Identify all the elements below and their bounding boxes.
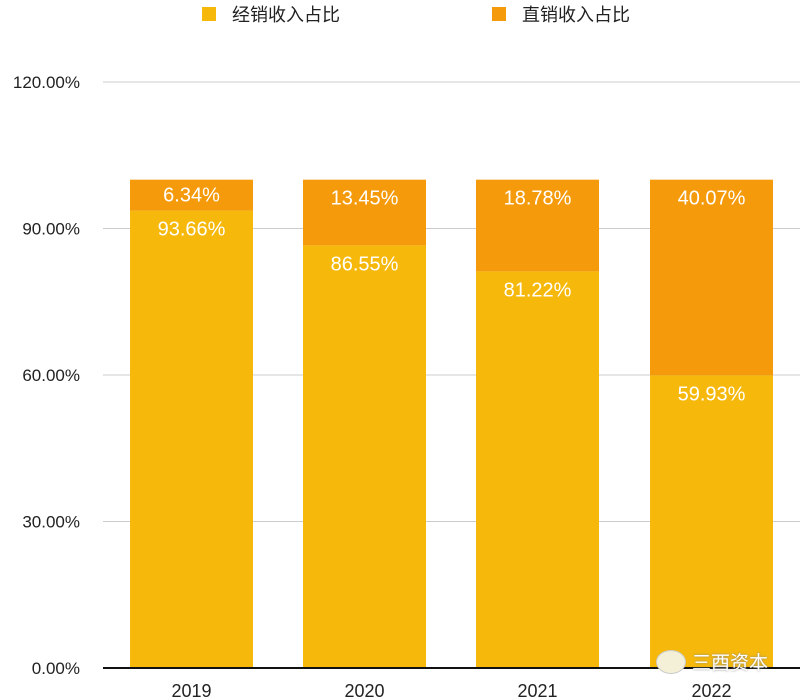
wechat-icon [656, 649, 686, 674]
y-tick-label: 60.00% [22, 366, 80, 385]
x-tick-label: 2019 [171, 681, 211, 700]
legend-label: 经销收入占比 [232, 5, 340, 26]
bar-segment [303, 179, 426, 246]
bar-segment [130, 179, 253, 211]
y-tick-label: 0.00% [32, 659, 80, 678]
legend-swatch [492, 7, 506, 21]
data-label: 6.34% [163, 185, 220, 207]
data-label: 93.66% [158, 219, 226, 241]
y-tick-label: 120.00% [13, 73, 80, 92]
legend-swatch [202, 7, 216, 21]
x-tick-label: 2020 [344, 681, 384, 700]
data-label: 59.93% [678, 383, 746, 405]
data-label: 40.07% [678, 188, 746, 210]
bar-segment [476, 271, 599, 668]
legend-label: 直销收入占比 [522, 5, 630, 26]
watermark: 三酉资本 [656, 648, 768, 675]
bar-segment [476, 179, 599, 272]
bar-segment [303, 245, 426, 668]
data-label: 13.45% [331, 188, 399, 210]
bar-segment [650, 375, 773, 668]
bar-segment [130, 210, 253, 668]
watermark-text: 三酉资本 [692, 652, 769, 674]
y-tick-label: 30.00% [22, 513, 80, 532]
legend-item-series-0: 经销收入占比 [202, 2, 340, 26]
bar-segment [650, 179, 773, 376]
data-label: 86.55% [331, 253, 399, 275]
data-label: 81.22% [504, 279, 572, 301]
data-label: 18.78% [504, 188, 572, 210]
legend-item-series-1: 直销收入占比 [492, 2, 630, 26]
x-tick-label: 2022 [691, 681, 731, 700]
y-tick-label: 90.00% [22, 220, 80, 239]
x-tick-label: 2021 [517, 681, 557, 700]
